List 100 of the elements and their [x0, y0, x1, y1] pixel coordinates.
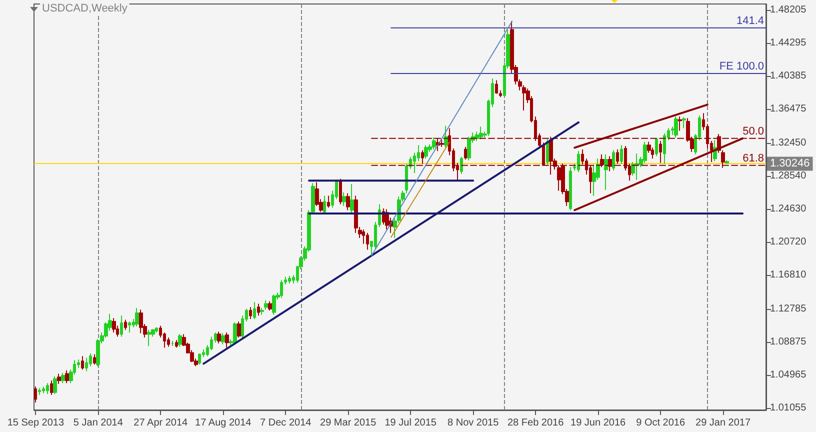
candlestick — [542, 142, 545, 166]
candlestick — [464, 146, 467, 160]
y-tick-label: 1.40385 — [770, 70, 807, 82]
candlestick — [549, 136, 553, 176]
candlestick — [57, 373, 61, 384]
candlestick — [424, 144, 428, 160]
candlestick — [257, 303, 260, 316]
candlestick — [577, 150, 580, 173]
y-tick-label: 1.44295 — [770, 38, 807, 49]
candlestick — [61, 372, 65, 384]
candlestick — [120, 315, 123, 338]
candlestick — [339, 178, 342, 205]
candlestick — [65, 370, 69, 384]
candlestick — [147, 329, 151, 346]
candlestick — [272, 294, 276, 316]
y-tick-label: 1.01055 — [770, 402, 807, 414]
candlestick — [46, 382, 49, 395]
chart-title: USDCAD,Weekly — [42, 2, 128, 14]
series-label: 61.8 — [742, 152, 764, 164]
candlestick — [268, 300, 272, 312]
y-tick-label: 1.16810 — [770, 270, 807, 281]
candlestick — [175, 340, 178, 348]
candlestick — [604, 154, 608, 190]
x-tick-label: 8 Nov 2015 — [448, 418, 500, 428]
x-tick-label: 28 Feb 2016 — [507, 418, 564, 428]
series-label: 50.0 — [742, 125, 764, 138]
y-tick-label: 1.28540 — [770, 170, 807, 182]
x-tick-label: 15 Sep 2013 — [7, 418, 64, 428]
candlestick — [479, 126, 483, 140]
candlestick — [53, 376, 57, 395]
candlestick — [616, 148, 619, 164]
candlestick — [327, 195, 330, 208]
y-tick-label: 1.32450 — [770, 138, 807, 149]
candlestick — [264, 300, 268, 310]
candlestick — [225, 332, 229, 348]
candlestick — [569, 166, 572, 211]
y-tick-label: 1.36475 — [770, 104, 807, 115]
x-tick-label: 19 Jul 2015 — [384, 418, 437, 428]
candlestick — [260, 307, 264, 316]
candlestick — [178, 334, 182, 348]
x-tick-label: 29 Jan 2017 — [696, 418, 751, 428]
candlestick — [237, 320, 241, 338]
candlestick — [198, 353, 201, 366]
candlestick — [135, 307, 139, 328]
x-tick-label: 7 Dec 2014 — [260, 418, 312, 428]
candlestick — [50, 380, 53, 396]
x-tick-label: 29 Mar 2015 — [320, 418, 377, 428]
candlestick — [171, 340, 174, 346]
y-tick-label: 1.24630 — [770, 204, 807, 215]
candlestick — [253, 302, 256, 320]
y-tick-label: 1.20720 — [770, 236, 807, 248]
candlestick — [460, 156, 463, 174]
candlestick — [81, 356, 84, 370]
y-tick-label: 1.04965 — [770, 369, 807, 380]
candlestick — [612, 150, 615, 171]
candlestick — [155, 326, 158, 333]
candlestick — [342, 192, 346, 206]
candlestick — [467, 136, 471, 161]
candlestick — [34, 386, 37, 403]
candlestick — [124, 319, 127, 330]
candlestick — [678, 116, 682, 132]
candlestick — [495, 80, 498, 94]
candlestick — [682, 116, 686, 129]
candlestick — [233, 322, 237, 346]
x-tick-label: 5 Jan 2014 — [73, 418, 124, 428]
candlestick — [112, 318, 116, 333]
candlestick — [659, 140, 662, 164]
candlestick — [674, 116, 678, 138]
candlestick — [620, 144, 623, 164]
candlestick — [432, 137, 436, 150]
candlestick — [600, 154, 604, 168]
candlestick — [221, 332, 225, 345]
x-tick-label: 27 Apr 2014 — [134, 418, 188, 428]
candlestick — [346, 192, 350, 211]
candlestick — [128, 320, 131, 333]
candlestick — [85, 357, 88, 372]
candlestick — [217, 331, 221, 344]
candlestick — [350, 183, 354, 214]
candlestick — [635, 153, 639, 180]
candlestick — [546, 138, 549, 166]
ref-line-label: 1.30246 — [770, 158, 810, 170]
candlestick — [366, 232, 369, 250]
candlestick — [440, 138, 444, 148]
x-tick-label: 9 Oct 2016 — [636, 418, 686, 428]
candlestick — [42, 386, 45, 394]
candlestick — [725, 160, 729, 164]
candlestick — [38, 388, 41, 396]
candlestick — [643, 141, 647, 164]
series-label: 141.4 — [736, 14, 764, 27]
candlestick — [444, 125, 448, 148]
candlestick — [93, 354, 96, 366]
candlestick — [288, 275, 291, 284]
x-tick-label: 19 Jun 2016 — [570, 418, 626, 428]
y-tick-label: 1.08875 — [770, 336, 807, 348]
candlestick — [323, 195, 326, 215]
candlestick — [139, 309, 143, 334]
x-tick-label: 17 Aug 2014 — [195, 418, 252, 428]
y-tick-label: 1.12785 — [770, 303, 807, 314]
candlestick — [280, 280, 283, 298]
series-label: FE 100.0 — [719, 60, 764, 72]
